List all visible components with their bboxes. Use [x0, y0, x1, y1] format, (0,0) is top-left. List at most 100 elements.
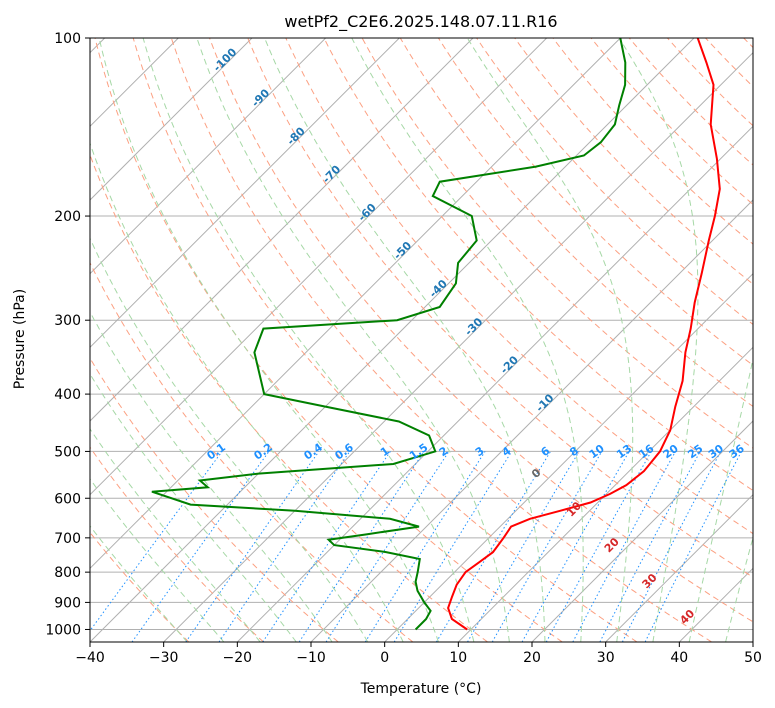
dry-adiabat-line — [590, 38, 753, 206]
overlay-labels: 0.1 0.2 0.4 0.6 1 1.5 2 3 4 6 8 10 13 16 20 25 30 36-100-… — [205, 45, 747, 627]
mixing-ratio-line — [325, 451, 450, 642]
moist-adiabat-line — [264, 38, 546, 642]
y-tick-label: 800 — [54, 565, 81, 581]
x-tick-label: 50 — [744, 650, 762, 666]
moist-adiabat-line — [142, 38, 475, 642]
y-tick-label: 900 — [54, 595, 81, 611]
isotherm-label: -80 — [285, 124, 308, 147]
mixing-ratio-line — [90, 451, 223, 632]
isotherm-label: -60 — [356, 201, 379, 224]
y-tick-label: 600 — [54, 491, 81, 507]
isotherm-line — [605, 493, 753, 642]
mixing-ratio-label: 13 — [614, 442, 634, 461]
isotherm-line — [752, 641, 753, 642]
moist-adiabat-line — [90, 373, 297, 642]
mixing-ratio-line — [364, 451, 486, 642]
isotherm-line — [236, 125, 753, 642]
moist-adiabat-line — [90, 478, 225, 642]
dry-adiabat-line — [132, 38, 638, 642]
chart-title: wetPf2_C2E6.2025.148.07.11.R16 — [284, 12, 557, 32]
isotherm-line — [531, 420, 753, 642]
moist-adiabat-line — [351, 38, 584, 642]
mixing-ratio-line — [621, 451, 722, 642]
dry-adiabat-line — [743, 38, 753, 49]
x-tick-label: 10 — [449, 650, 467, 666]
dry-adiabat-line — [90, 357, 339, 642]
isotherm-label: -100 — [211, 45, 240, 74]
moist-adiabat-line — [90, 427, 261, 642]
mixing-ratio-line — [393, 451, 513, 642]
background-lines — [90, 38, 753, 642]
y-tick-label: 1000 — [45, 623, 81, 639]
moist-adiabat-line — [90, 311, 333, 642]
mixing-ratio-line — [262, 451, 391, 642]
mixing-ratio-line — [435, 451, 552, 642]
dry-adiabat-line — [170, 38, 712, 642]
dry-adiabat-line — [514, 38, 753, 285]
temperature-profile — [447, 38, 721, 631]
dewpoint-profile — [151, 38, 627, 631]
mixing-ratio-line — [131, 451, 270, 642]
mixing-ratio-line — [298, 451, 425, 642]
y-tick-label: 400 — [54, 387, 81, 403]
x-tick-label: −40 — [75, 650, 105, 666]
y-tick-label: 100 — [54, 31, 81, 47]
isotherm-line — [384, 272, 753, 642]
isotherm-label: -10 — [533, 391, 556, 414]
mixing-ratio-line — [521, 451, 630, 642]
moist-adiabat-line — [90, 525, 188, 642]
mixing-ratio-label: 30 — [706, 442, 726, 462]
y-axis: 100 200 300 400 500 600 700 800 900 1000 — [45, 31, 90, 639]
dry-adiabat-line — [90, 531, 190, 642]
dry-adiabat-line — [94, 38, 563, 642]
dry-adiabat-line — [323, 38, 753, 492]
y-tick-label: 300 — [54, 313, 81, 329]
dry-adiabat-line — [552, 38, 753, 245]
y-tick-label: 200 — [54, 209, 81, 225]
isotherm-label: -90 — [249, 86, 272, 109]
moist-adiabat-line — [688, 356, 753, 642]
isotherm-line — [678, 567, 753, 642]
moist-adiabat-label: 40 — [677, 607, 697, 627]
isotherm-line — [90, 38, 474, 422]
x-tick-label: −10 — [296, 650, 326, 666]
dry-adiabat-line — [285, 38, 753, 535]
isotherm-line — [163, 51, 753, 642]
dry-adiabat-line — [667, 38, 753, 127]
x-tick-label: 0 — [380, 650, 389, 666]
dry-adiabat-line — [90, 261, 414, 642]
isotherm-line — [90, 38, 400, 349]
moist-adiabat-line — [725, 535, 753, 642]
mixing-ratio-line — [545, 451, 652, 642]
moist-adiabat-line — [196, 38, 510, 642]
mixing-ratio-line — [572, 451, 676, 642]
isotherm-line — [90, 38, 548, 496]
x-tick-label: 30 — [597, 650, 615, 666]
mixing-ratio-line — [218, 451, 351, 642]
x-tick-label: 40 — [670, 650, 688, 666]
mixing-ratio-label: 0.4 — [302, 441, 326, 463]
isotherm-line — [90, 38, 327, 275]
moist-adiabat-line — [90, 237, 369, 642]
mixing-ratio-label: 10 — [587, 442, 607, 462]
mixing-ratio-label: 0.6 — [332, 441, 356, 463]
y-axis-title: Pressure (hPa) — [12, 289, 28, 389]
sounding-profiles — [151, 38, 721, 631]
mixing-ratio-label: 25 — [685, 442, 705, 461]
isotherm-line — [90, 38, 695, 642]
dry-adiabat-line — [705, 38, 753, 88]
moist-adiabat-line — [618, 38, 699, 642]
isotherm-label: -70 — [320, 163, 343, 186]
x-tick-label: −20 — [223, 650, 253, 666]
isotherm-line — [90, 38, 621, 570]
mixing-ratio-line — [644, 451, 742, 642]
x-axis: −40 −30 −20 −10 0 10 20 30 40 50 — [75, 642, 762, 666]
dry-adiabat-line — [90, 446, 264, 642]
x-tick-label: −30 — [149, 650, 179, 666]
isotherm-label: -20 — [498, 353, 521, 376]
plot-frame — [89, 37, 754, 643]
isotherm-line — [90, 38, 253, 201]
dry-adiabat-line — [209, 38, 753, 623]
mixing-ratio-label: 0.2 — [252, 441, 275, 463]
